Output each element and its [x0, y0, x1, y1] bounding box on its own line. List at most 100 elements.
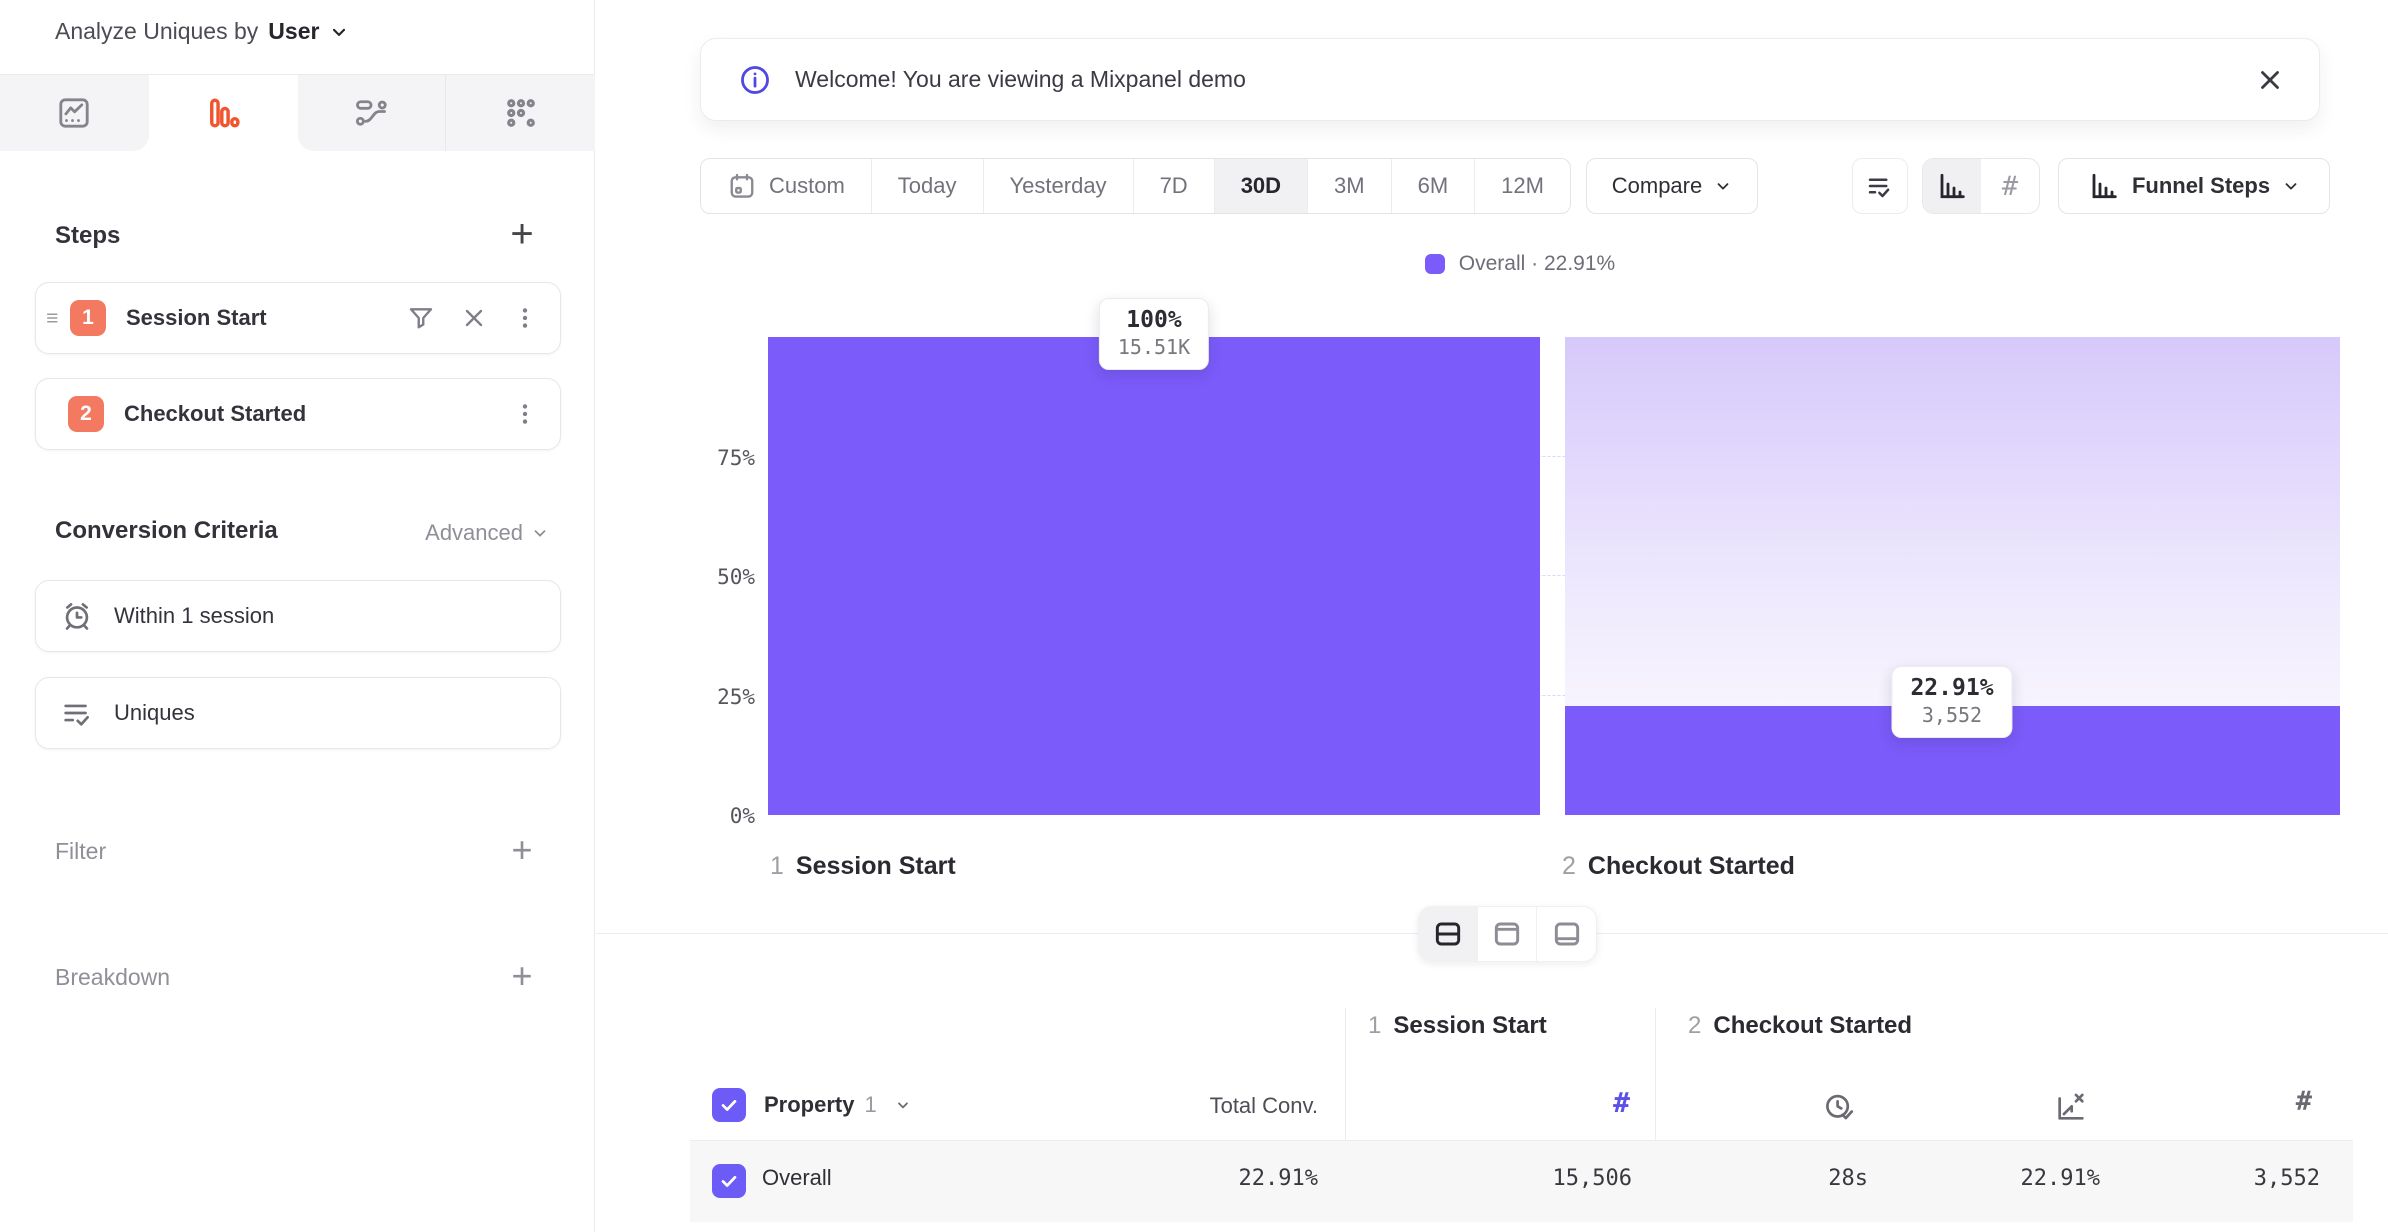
metric-uniques-button[interactable] — [1852, 158, 1908, 214]
banner-close-icon[interactable] — [2255, 65, 2285, 95]
table-group-checkout-started: 2 Checkout Started — [1688, 1012, 1912, 1040]
range-label: 6M — [1417, 173, 1449, 198]
tooltip-percent: 22.91% — [1910, 675, 1994, 701]
tab-flows[interactable] — [297, 75, 447, 151]
tab-funnels[interactable] — [148, 75, 298, 151]
range-today[interactable]: Today — [872, 159, 984, 213]
layout-top-icon[interactable] — [1478, 907, 1537, 961]
avg-time-column-icon[interactable] — [1822, 1090, 1856, 1129]
tooltip-percent: 100% — [1126, 307, 1182, 333]
select-all-checkbox[interactable] — [712, 1088, 746, 1122]
range-30d[interactable]: 30D — [1214, 159, 1309, 213]
table-column-divider — [1345, 1008, 1346, 1222]
banner-message: Welcome! You are viewing a Mixpanel demo — [795, 66, 1246, 92]
counting-method-label: Uniques — [114, 700, 195, 725]
table-row-overall[interactable] — [690, 1140, 2353, 1222]
group-num: 1 — [1368, 1012, 1382, 1039]
funnel-steps-label: Funnel Steps — [2131, 173, 2271, 198]
chevron-down-icon[interactable] — [329, 22, 349, 42]
bar-chart-axis-icon — [2088, 170, 2120, 202]
group-name: Session Start — [1393, 1012, 1547, 1039]
kebab-menu-icon[interactable] — [512, 401, 538, 427]
compare-label: Compare — [1611, 173, 1703, 198]
step-event-label[interactable]: Checkout Started — [124, 401, 307, 426]
analyze-uniques-row: Analyze Uniques by User — [55, 18, 349, 45]
range-6m[interactable]: 6M — [1392, 159, 1476, 213]
range-label: Today — [897, 173, 957, 198]
chevron-down-icon — [2282, 177, 2300, 195]
demo-banner: Welcome! You are viewing a Mixpanel demo — [700, 38, 2320, 121]
range-12m[interactable]: 12M — [1475, 159, 1570, 213]
range-3m[interactable]: 3M — [1308, 159, 1392, 213]
layout-split-icon[interactable] — [1419, 907, 1478, 961]
drag-handle-icon[interactable] — [44, 309, 62, 327]
add-step-button[interactable]: + — [510, 212, 534, 256]
cell-step2-avg-time: 28s — [1828, 1166, 1868, 1191]
advanced-dropdown[interactable]: Advanced — [425, 520, 549, 546]
counting-method-card[interactable]: Uniques — [35, 677, 561, 749]
dots-grid-icon — [503, 95, 539, 131]
conv-rate-column-icon[interactable] — [2054, 1090, 2088, 1129]
funnel-bars-icon — [205, 95, 241, 131]
chart-legend: Overall · 22.91% — [700, 252, 2340, 276]
funnel-chart — [768, 337, 2340, 815]
funnel-steps-dropdown[interactable]: Funnel Steps — [2058, 158, 2330, 214]
range-label: 30D — [1240, 173, 1282, 198]
remove-step-icon[interactable] — [460, 304, 488, 332]
row-name: Overall — [762, 1165, 832, 1190]
table-column-divider — [1655, 1008, 1656, 1222]
table-group-session-start: 1 Session Start — [1368, 1012, 1547, 1040]
row-checkbox[interactable] — [712, 1164, 746, 1198]
analyze-entity-dropdown[interactable]: User — [268, 18, 320, 44]
range-custom[interactable]: Custom — [701, 159, 872, 213]
alarm-clock-icon — [60, 599, 94, 633]
range-yesterday[interactable]: Yesterday — [984, 159, 1134, 213]
bar-tooltip-checkout-started: 22.91% 3,552 — [1891, 666, 2013, 738]
step-caption-num: 2 — [1562, 852, 1576, 880]
range-7d[interactable]: 7D — [1134, 159, 1215, 213]
chevron-down-icon[interactable] — [895, 1097, 911, 1113]
layout-bottom-icon[interactable] — [1537, 907, 1596, 961]
tooltip-count: 15.51K — [1117, 334, 1191, 359]
breakdown-heading: Breakdown — [55, 964, 171, 990]
funnel-bar-session-start[interactable] — [768, 337, 1540, 815]
step-caption-2: 2 Checkout Started — [1562, 852, 1795, 881]
property-label[interactable]: Property — [764, 1092, 855, 1117]
tooltip-count: 3,552 — [1921, 702, 1983, 727]
step-card-session-start[interactable]: 1 Session Start — [35, 282, 561, 354]
conversion-window-card[interactable]: Within 1 session — [35, 580, 561, 652]
segment-bar-chart[interactable] — [1923, 159, 1981, 213]
cell-step2-uniques: 3,552 — [2253, 1166, 2320, 1191]
property-index: 1 — [864, 1092, 877, 1117]
step-event-label[interactable]: Session Start — [126, 305, 267, 330]
tab-retention[interactable] — [446, 75, 595, 151]
property-header-cell: Property 1 — [712, 1088, 911, 1122]
segment-numbers[interactable]: # — [1981, 159, 2039, 213]
funnel-bar-checkout-started[interactable] — [1565, 337, 2340, 815]
step-caption-num: 1 — [770, 852, 784, 880]
filter-icon[interactable] — [406, 303, 436, 333]
flows-icon — [353, 95, 389, 131]
bar-fill — [768, 337, 1540, 815]
tab-insights[interactable] — [0, 75, 149, 151]
step-card-checkout-started[interactable]: 2 Checkout Started — [35, 378, 561, 450]
uniques-count-column-icon[interactable]: # — [2295, 1086, 2312, 1117]
line-chart-icon — [56, 95, 92, 131]
range-label: 12M — [1501, 173, 1544, 198]
add-filter-button[interactable]: + — [511, 829, 533, 870]
range-label: Yesterday — [1009, 173, 1107, 198]
calendar-icon — [727, 171, 757, 201]
gridline-75 — [768, 455, 2340, 457]
compare-button[interactable]: Compare — [1586, 158, 1758, 214]
steps-heading: Steps — [55, 222, 121, 249]
range-label: Custom — [769, 173, 845, 198]
legend-swatch — [1424, 254, 1445, 274]
add-breakdown-button[interactable]: + — [511, 955, 533, 996]
kebab-menu-icon[interactable] — [512, 305, 538, 331]
chevron-down-icon — [531, 524, 549, 542]
step-number-badge: 2 — [68, 396, 104, 432]
bar-chart-axis-icon — [1936, 170, 1968, 202]
cell-step1-uniques: 15,506 — [1552, 1166, 1632, 1191]
uniques-count-column-icon[interactable]: # — [1613, 1086, 1630, 1119]
conversion-criteria-heading: Conversion Criteria — [55, 517, 278, 544]
